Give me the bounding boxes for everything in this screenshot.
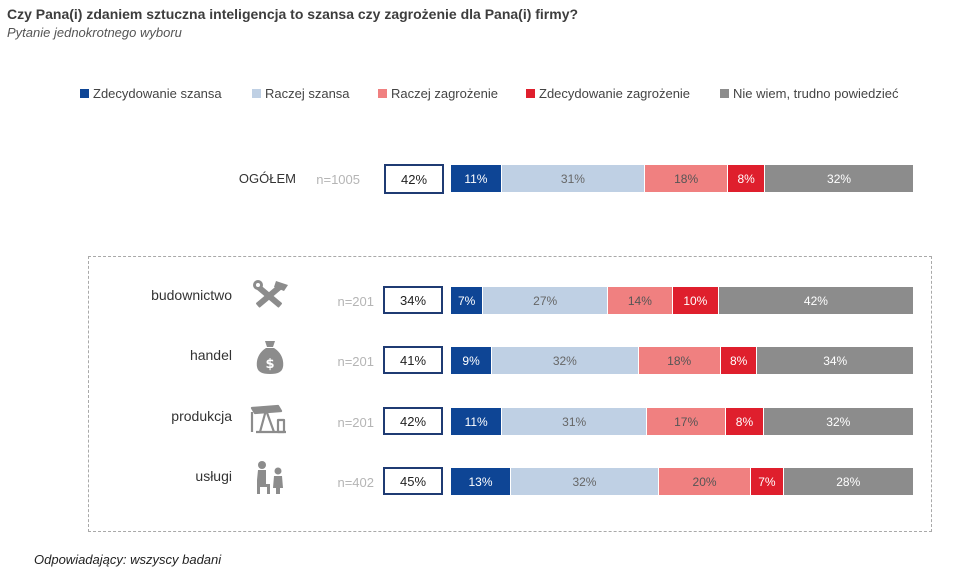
legend-item: Raczej szansa bbox=[252, 86, 350, 101]
category-label: OGÓŁEM bbox=[238, 171, 296, 186]
bar-segment: 31% bbox=[502, 408, 647, 435]
bar-segment: 32% bbox=[511, 468, 659, 495]
sample-size: n=201 bbox=[337, 415, 374, 430]
legend-swatch bbox=[80, 89, 89, 98]
bar-segment: 18% bbox=[645, 165, 729, 192]
opportunity-total-box: 42% bbox=[383, 407, 443, 435]
bar-segment: 42% bbox=[718, 287, 913, 314]
stacked-bar: 9% 32% 18% 8% 34% bbox=[451, 347, 913, 374]
bar-segment: 31% bbox=[501, 165, 646, 192]
legend-label: Zdecydowanie zagrożenie bbox=[539, 86, 691, 101]
sample-size: n=201 bbox=[337, 294, 374, 309]
bar-segment: 20% bbox=[658, 468, 752, 495]
bar-segment: 18% bbox=[638, 347, 721, 374]
bar-segment: 10% bbox=[672, 287, 719, 314]
chart-subtitle: Pytanie jednokrotnego wyboru bbox=[7, 25, 182, 40]
legend-swatch bbox=[720, 89, 729, 98]
sample-size: n=1005 bbox=[316, 172, 360, 187]
bar-segment: 11% bbox=[451, 408, 503, 435]
legend-label: Raczej szansa bbox=[265, 86, 350, 101]
legend-label: Zdecydowanie szansa bbox=[93, 86, 222, 101]
bar-segment: 34% bbox=[757, 347, 913, 374]
bar-segment: 32% bbox=[765, 165, 913, 192]
stacked-bar: 11% 31% 18% 8% 32% bbox=[451, 165, 913, 192]
tools-icon bbox=[248, 277, 292, 317]
stacked-bar: 7% 27% 14% 10% 42% bbox=[451, 287, 913, 314]
category-label: handel bbox=[189, 347, 232, 363]
bar-segment: 13% bbox=[451, 468, 512, 495]
bar-segment: 7% bbox=[451, 287, 484, 314]
bar-segment: 14% bbox=[608, 287, 673, 314]
bar-segment: 8% bbox=[728, 165, 766, 192]
bar-segment: 27% bbox=[483, 287, 609, 314]
bar-segment: 32% bbox=[492, 347, 639, 374]
bar-segment: 7% bbox=[751, 468, 784, 495]
bar-segment: 11% bbox=[451, 165, 502, 192]
legend-item: Zdecydowanie szansa bbox=[80, 86, 222, 101]
legend-swatch bbox=[252, 89, 261, 98]
footnote: Odpowiadający: wszyscy badani bbox=[34, 552, 222, 567]
opportunity-total-box: 45% bbox=[383, 467, 443, 495]
category-label: produkcja bbox=[171, 408, 232, 424]
sample-size: n=402 bbox=[337, 475, 374, 490]
category-label: budownictwo bbox=[151, 287, 232, 303]
bar-segment: 32% bbox=[763, 408, 913, 435]
legend-swatch bbox=[526, 89, 535, 98]
legend-item: Zdecydowanie zagrożenie bbox=[526, 86, 690, 101]
oil-pump-icon bbox=[248, 398, 292, 438]
bar-segment: 8% bbox=[720, 347, 758, 374]
svg-text:$: $ bbox=[265, 357, 274, 372]
legend-item: Nie wiem, trudno powiedzieć bbox=[720, 86, 898, 101]
bar-segment: 8% bbox=[726, 408, 764, 435]
stacked-bar: 13% 32% 20% 7% 28% bbox=[451, 468, 913, 495]
stacked-bar: 11% 31% 17% 8% 32% bbox=[451, 408, 913, 435]
opportunity-total-box: 42% bbox=[384, 164, 444, 194]
service-person-icon bbox=[248, 458, 292, 498]
money-bag-icon: $ bbox=[248, 337, 292, 377]
opportunity-total-box: 34% bbox=[383, 286, 443, 314]
sector-group-box bbox=[88, 256, 932, 532]
legend-label: Nie wiem, trudno powiedzieć bbox=[733, 86, 899, 101]
bar-segment: 28% bbox=[783, 468, 913, 495]
opportunity-total-box: 41% bbox=[383, 346, 443, 374]
legend-label: Raczej zagrożenie bbox=[391, 86, 498, 101]
sample-size: n=201 bbox=[337, 354, 374, 369]
category-label: usługi bbox=[195, 468, 232, 484]
legend-item: Raczej zagrożenie bbox=[378, 86, 498, 101]
legend: Zdecydowanie szansa Raczej szansa Raczej z… bbox=[80, 86, 940, 102]
chart-title: Czy Pana(i) zdaniem sztuczna inteligencj… bbox=[7, 6, 579, 22]
bar-segment: 17% bbox=[646, 408, 727, 435]
bar-segment: 9% bbox=[451, 347, 493, 374]
legend-swatch bbox=[378, 89, 387, 98]
